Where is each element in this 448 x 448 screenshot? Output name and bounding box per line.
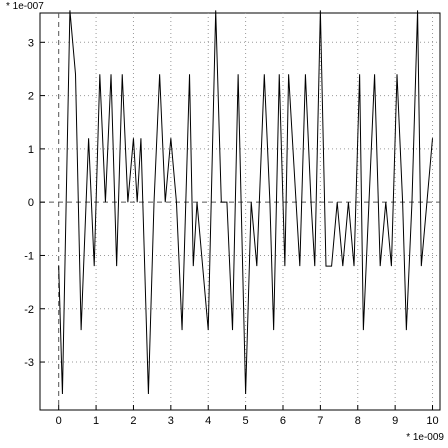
y-tick-label-2: -1 <box>24 250 34 262</box>
y-tick-label-3: 0 <box>28 197 34 209</box>
x-tick-label-0: 0 <box>56 415 62 427</box>
x-tick-label-2: 2 <box>130 415 136 427</box>
x-tick-label-4: 4 <box>205 415 211 427</box>
y-tick-label-4: 1 <box>28 144 34 156</box>
x-tick-label-6: 6 <box>280 415 286 427</box>
plot-frame <box>39 12 441 411</box>
x-tick-label-8: 8 <box>355 415 361 427</box>
axis-ticks <box>40 41 434 410</box>
tick-labels: 0 1 2 3 4 5 6 7 8 9 10 -3 -2 -1 0 1 2 3 <box>24 37 438 427</box>
x-tick-label-3: 3 <box>168 415 174 427</box>
zero-lines <box>40 13 440 410</box>
y-tick-label-0: -3 <box>24 357 34 369</box>
series-line-0 <box>58 10 434 395</box>
y-tick-label-5: 2 <box>28 91 34 103</box>
x-multiplier-label: * 1e-009 <box>406 432 444 443</box>
x-tick-label-1: 1 <box>93 415 99 427</box>
series-layer <box>58 10 434 395</box>
y-multiplier-label: * 1e-007 <box>6 1 44 12</box>
y-tick-label-6: 3 <box>28 37 34 49</box>
x-tick-label-10: 10 <box>426 415 438 427</box>
x-tick-label-7: 7 <box>317 415 323 427</box>
x-tick-label-9: 9 <box>392 415 398 427</box>
y-tick-label-1: -2 <box>24 304 34 316</box>
x-tick-label-5: 5 <box>243 415 249 427</box>
